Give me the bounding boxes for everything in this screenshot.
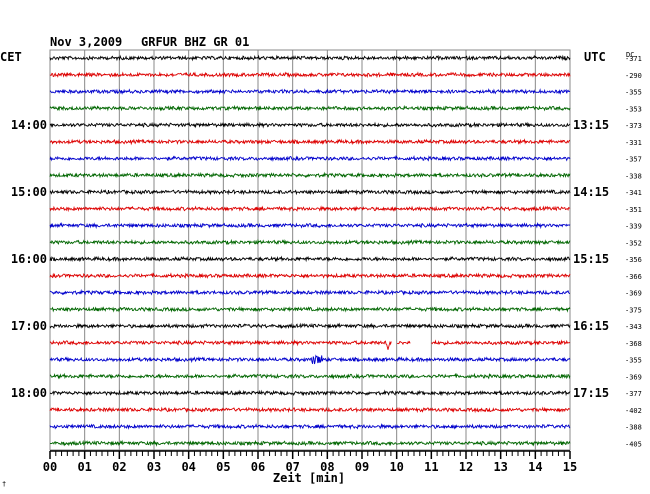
dc-offset-label: -402	[625, 407, 642, 415]
right-time-label: 13:15	[573, 118, 609, 132]
trace-1	[49, 71, 571, 79]
corner-mark: †	[2, 480, 6, 488]
left-time-label: 18:00	[11, 386, 47, 400]
trace-22	[49, 423, 571, 431]
x-axis-title: Zeit [min]	[273, 471, 345, 485]
left-time-label: 16:00	[11, 252, 47, 266]
x-tick-label: 13	[493, 460, 507, 474]
right-time-label: 15:15	[573, 252, 609, 266]
x-tick-label: 05	[216, 460, 230, 474]
trace-14	[49, 288, 571, 297]
seismic-traces	[49, 54, 571, 447]
x-tick-label: 01	[77, 460, 91, 474]
trace-11	[49, 238, 571, 246]
dc-offset-label: -343	[625, 323, 642, 331]
dc-offset-label: -290	[625, 72, 642, 80]
grid-lines	[49, 49, 571, 451]
right-time-labels: 13:15 14:15 15:15 16:15 17:15	[573, 118, 609, 400]
x-tick-label: 07	[285, 460, 299, 474]
trace-19	[49, 372, 571, 380]
trace-20	[49, 389, 571, 397]
x-tick-label: 00	[43, 460, 57, 474]
trace-7	[49, 171, 571, 179]
trace-8	[49, 188, 571, 196]
x-tick-label: 10	[389, 460, 403, 474]
left-time-label: 17:00	[11, 319, 47, 333]
left-timezone-label: CET	[0, 50, 22, 64]
right-timezone-label: UTC	[584, 50, 606, 64]
dc-offset-label: -339	[625, 223, 642, 231]
dc-offset-label: -369	[625, 290, 642, 298]
trace-18	[49, 354, 571, 365]
x-tick-label: 02	[112, 460, 126, 474]
dc-offset-label: -331	[625, 139, 642, 147]
dc-offset-label: -375	[625, 306, 642, 314]
right-time-label: 14:15	[573, 185, 609, 199]
trace-10	[49, 222, 571, 230]
dc-offset-label: -338	[625, 172, 642, 180]
trace-0	[49, 54, 571, 62]
right-time-label: 17:15	[573, 386, 609, 400]
trace-6	[49, 155, 571, 162]
x-tick-label: 04	[181, 460, 195, 474]
trace-16	[49, 322, 571, 330]
dc-offset-label: -356	[625, 256, 642, 264]
plot-frame	[49, 49, 571, 451]
trace-9	[49, 205, 571, 213]
x-tick-label: 06	[251, 460, 265, 474]
trace-15	[49, 305, 571, 313]
dc-offset-label: -355	[625, 89, 642, 97]
dc-offset-label: -369	[625, 373, 642, 381]
dc-header-label: DC	[626, 51, 634, 59]
dc-offset-label: -351	[625, 206, 642, 214]
header-station: GRFUR BHZ GR 01	[141, 35, 249, 49]
x-tick-label: 15	[563, 460, 577, 474]
trace-21	[49, 406, 571, 414]
dc-offset-label: -388	[625, 424, 642, 432]
dc-offset-label: -353	[625, 105, 642, 113]
dc-offset-label: -373	[625, 122, 642, 130]
trace-17	[49, 339, 571, 350]
right-time-label: 16:15	[573, 319, 609, 333]
dc-offset-label: -368	[625, 340, 642, 348]
dc-offset-label: -355	[625, 357, 642, 365]
dc-offset-label: -352	[625, 239, 642, 247]
dc-offset-label: -357	[625, 156, 642, 164]
trace-2	[49, 88, 571, 95]
x-tick-label: 11	[424, 460, 438, 474]
dc-offset-label: -366	[625, 273, 642, 281]
dc-offset-label: -377	[625, 390, 642, 398]
trace-5	[49, 138, 571, 146]
left-time-label: 15:00	[11, 185, 47, 199]
trace-13	[49, 272, 571, 280]
left-time-labels: 14:00 15:00 16:00 17:00 18:00	[11, 118, 47, 400]
trace-12	[49, 255, 571, 263]
dc-offset-label: -371	[625, 55, 642, 63]
trace-3	[49, 104, 571, 112]
x-tick-label: 09	[355, 460, 369, 474]
dc-offset-label: -405	[625, 440, 642, 448]
x-tick-label: 03	[147, 460, 161, 474]
x-tick-label: 14	[528, 460, 542, 474]
dc-offset-label: -341	[625, 189, 642, 197]
dc-offset-labels: -371 -290 -355 -353 -373 -331 -357 -338 -341 -351…	[625, 55, 642, 448]
x-axis: 00 01 02 03 04 05 06 07 08 09 10 11 12 13 14 15	[43, 450, 577, 474]
trace-23	[49, 439, 571, 447]
x-tick-label: 12	[459, 460, 473, 474]
trace-4	[49, 121, 571, 129]
header-date: Nov 3,2009	[50, 35, 122, 49]
left-time-label: 14:00	[11, 118, 47, 132]
x-tick-label: 08	[320, 460, 334, 474]
